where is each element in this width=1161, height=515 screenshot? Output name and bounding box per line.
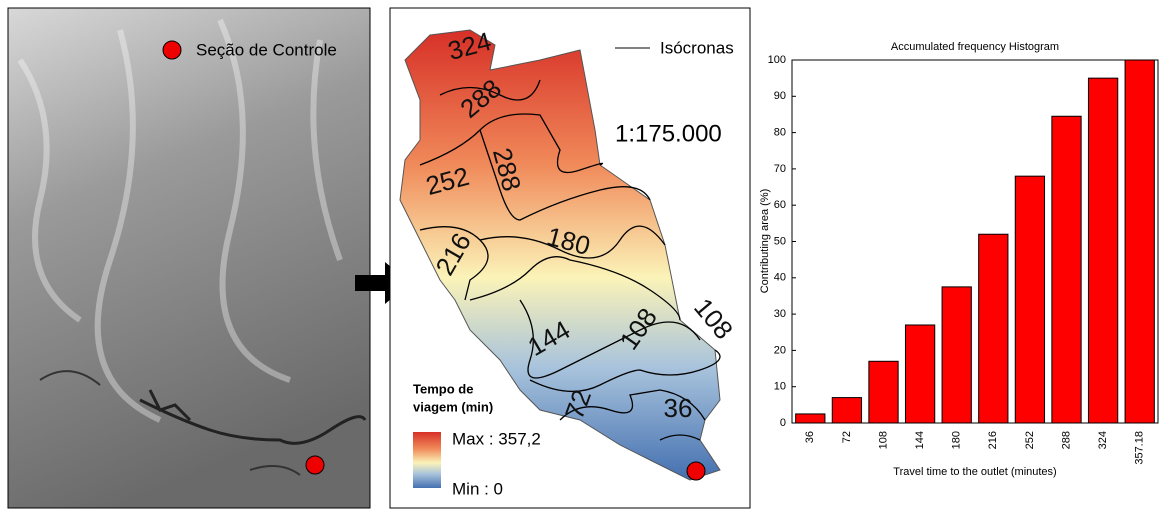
bar bbox=[1125, 60, 1154, 423]
chart-title: Accumulated frequency Histogram bbox=[891, 41, 1059, 53]
y-tick-label: 80 bbox=[774, 127, 786, 139]
legend-title: viagem (min) bbox=[413, 399, 493, 414]
y-tick-label: 50 bbox=[774, 235, 786, 247]
bar bbox=[942, 287, 971, 423]
legend-label: Seção de Controle bbox=[196, 40, 337, 59]
bar bbox=[832, 398, 861, 423]
x-tick-label: 180 bbox=[951, 431, 963, 449]
bar bbox=[796, 414, 825, 423]
bar bbox=[869, 361, 898, 423]
legend-title: Tempo de bbox=[413, 381, 473, 396]
x-tick-label: 324 bbox=[1097, 431, 1109, 449]
y-tick-label: 10 bbox=[774, 381, 786, 393]
legend-label: Isócronas bbox=[660, 38, 734, 57]
histogram: Accumulated frequency Histogram Travel t… bbox=[759, 41, 1158, 478]
x-tick-label: 252 bbox=[1024, 431, 1036, 449]
x-tick-label: 144 bbox=[914, 431, 926, 449]
y-tick-label: 60 bbox=[774, 199, 786, 211]
isochrone-map: 324 288 288 252 216 180 144 108 108 72 3… bbox=[390, 8, 750, 508]
legend-min: Min : 0 bbox=[452, 479, 503, 498]
x-tick-label: 72 bbox=[841, 431, 853, 443]
x-tick-label: 357.18 bbox=[1134, 431, 1146, 465]
figure: Seção de Controle 324 288 288 252 216 18… bbox=[0, 0, 1161, 510]
bar bbox=[905, 325, 934, 423]
bar bbox=[1052, 116, 1081, 423]
map-scale: 1:175.000 bbox=[615, 120, 722, 147]
y-tick-label: 30 bbox=[774, 308, 786, 320]
isochrone-label: 36 bbox=[664, 393, 693, 423]
x-tick-label: 36 bbox=[804, 431, 816, 443]
y-tick-label: 20 bbox=[774, 344, 786, 356]
x-tick-label: 108 bbox=[877, 431, 889, 449]
x-tick-label: 288 bbox=[1060, 431, 1072, 449]
y-tick-label: 90 bbox=[774, 90, 786, 102]
y-tick-label: 40 bbox=[774, 272, 786, 284]
dem-map: Seção de Controle bbox=[8, 8, 370, 508]
y-tick-label: 100 bbox=[768, 54, 786, 66]
bar bbox=[979, 234, 1008, 423]
x-tick-label: 216 bbox=[987, 431, 999, 449]
y-tick-label: 0 bbox=[780, 417, 786, 429]
bar bbox=[1088, 78, 1117, 423]
legend-max: Max : 357,2 bbox=[452, 429, 541, 448]
y-axis-label: Contributing area (%) bbox=[759, 189, 771, 294]
x-axis-label: Travel time to the outlet (minutes) bbox=[893, 466, 1056, 478]
y-tick-label: 70 bbox=[774, 163, 786, 175]
bar bbox=[1015, 176, 1044, 423]
